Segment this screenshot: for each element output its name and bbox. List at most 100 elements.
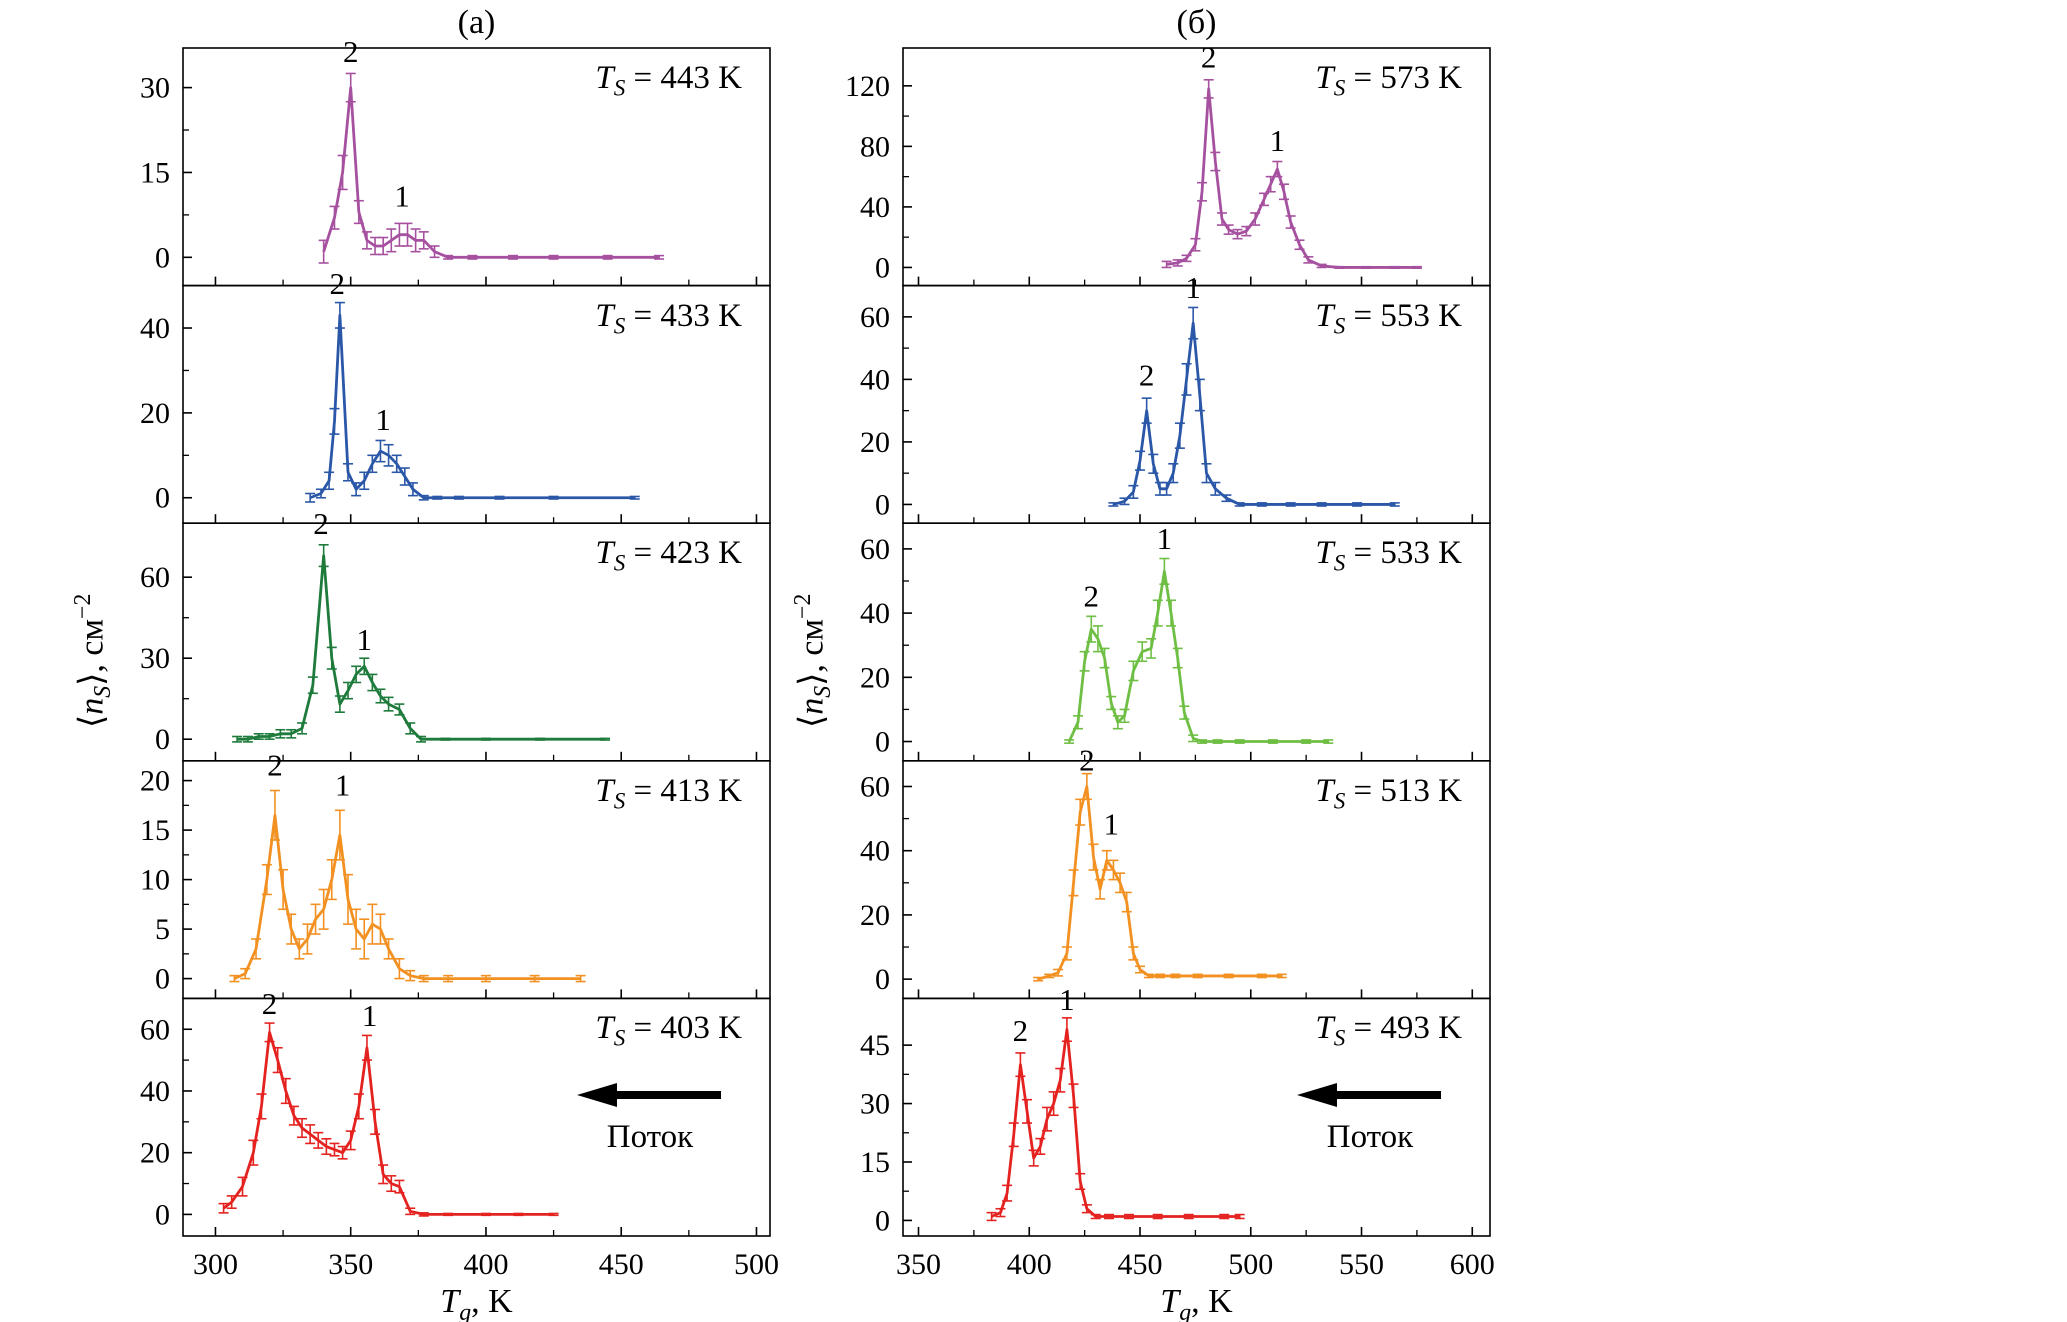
series-line (222, 1030, 554, 1216)
y-tick-label: 40 (860, 597, 890, 630)
column-a: (а) 0 15 30 2 1 0 20 40 2 1 0 30 60 2 1 0 5 10 15 20 2 1 0 20 40… (75, 0, 815, 1322)
y-tick-label: 20 (860, 661, 890, 694)
column-b: (б) 0 40 80 120 2 1 0 20 40 60 2 1 0 20 40 60 2 1 0 20 40 60 2… (795, 0, 1535, 1322)
ts-var: T (1315, 535, 1334, 571)
y-tick-label: 0 (155, 241, 170, 274)
ts-var: T (1315, 1010, 1334, 1046)
peak-label: 1 (356, 622, 372, 657)
ts-var: T (1315, 773, 1334, 809)
series-line (1067, 569, 1329, 743)
y-tick-label: 0 (875, 963, 890, 996)
ts-label-413: TS = 413 K (595, 773, 742, 815)
y-tick-label: 0 (875, 251, 890, 284)
x-tick-label: 500 (734, 1248, 779, 1281)
y-tick-label: 40 (860, 363, 890, 396)
ts-label-433: TS = 433 K (595, 298, 742, 340)
ylabel-sub: S (90, 685, 117, 698)
x-tick-label: 400 (463, 1248, 508, 1281)
x-tick-label: 550 (1339, 1248, 1384, 1281)
peak-label: 1 (375, 402, 391, 437)
peak-label: 1 (362, 998, 378, 1033)
ts-label-533: TS = 533 K (1315, 535, 1462, 577)
y-tick-label: 0 (155, 1198, 170, 1231)
ts-sub: S (613, 549, 626, 576)
flow-label: Поток (1326, 1119, 1414, 1155)
x-tick-label: 350 (896, 1248, 941, 1281)
x-tick-label: 350 (328, 1248, 373, 1281)
ylabel-var: n (73, 697, 111, 715)
xlabel-rest: , K (471, 1283, 513, 1320)
xlabel-sub: g (459, 1299, 472, 1322)
ts-sub: S (1333, 1024, 1346, 1051)
ylabel-open: ⟨ (73, 714, 111, 728)
flow-arrow-icon (1297, 1083, 1441, 1107)
y-tick-label: 45 (860, 1029, 890, 1062)
y-tick-label: 60 (140, 561, 170, 594)
y-tick-label: 30 (860, 1088, 890, 1121)
y-tick-label: 120 (845, 70, 890, 103)
series-line (1113, 321, 1395, 506)
y-tick-label: 40 (140, 312, 170, 345)
x-tick-label: 450 (599, 1248, 644, 1281)
ts-label-513: TS = 513 K (1315, 773, 1462, 815)
panel-border (902, 997, 1491, 1237)
peak-label: 2 (1201, 40, 1217, 75)
ts-sub: S (613, 312, 626, 339)
peak-label: 2 (1013, 1013, 1029, 1048)
ts-var: T (595, 773, 614, 809)
peak-label: 2 (1084, 579, 1100, 614)
y-tick-label: 60 (860, 770, 890, 803)
ts-value: = 403 K (625, 1010, 742, 1046)
ylabel-sup: −2 (70, 593, 96, 619)
ylabel-sup: −2 (790, 593, 816, 619)
peak-label: 2 (1079, 742, 1095, 777)
ts-sub: S (1333, 74, 1346, 101)
column-a-title: (а) (457, 4, 496, 41)
x-tick-label: 450 (1118, 1248, 1163, 1281)
y-tick-label: 60 (140, 1013, 170, 1046)
series-line (1166, 87, 1417, 269)
y-tick-label: 0 (155, 482, 170, 515)
flow-annotation-b: Поток (1285, 1080, 1455, 1156)
ts-var: T (1315, 298, 1334, 334)
ts-value: = 513 K (1345, 773, 1462, 809)
series-line (991, 1028, 1240, 1218)
xlabel-var: T (440, 1283, 460, 1320)
ts-label-553: TS = 553 K (1315, 298, 1462, 340)
chart-svg-b: 0408012021020406021020406021020406021015… (845, 40, 1495, 1281)
peak-label: 2 (329, 266, 345, 301)
ts-value: = 443 K (625, 60, 742, 96)
ts-label-403: TS = 403 K (595, 1010, 742, 1052)
flow-arrow-icon (577, 1083, 721, 1107)
ts-value: = 553 K (1345, 298, 1462, 334)
series-line (322, 86, 660, 259)
ts-label-573: TS = 573 K (1315, 60, 1462, 102)
y-tick-label: 60 (860, 301, 890, 334)
ts-sub: S (613, 787, 626, 814)
y-tick-label: 5 (155, 913, 170, 946)
y-tick-label: 30 (140, 72, 170, 105)
column-b-title: (б) (1176, 4, 1217, 41)
ts-sub: S (613, 74, 626, 101)
ts-value: = 423 K (625, 535, 742, 571)
flow-label: Поток (606, 1119, 694, 1155)
y-axis-label-b: ⟨nS⟩, см−2 (790, 594, 837, 728)
series-line (309, 313, 635, 500)
ts-sub: S (1333, 312, 1346, 339)
y-tick-label: 30 (140, 642, 170, 675)
y-tick-label: 0 (155, 963, 170, 996)
peak-label: 2 (1139, 358, 1155, 393)
ylabel-open: ⟨ (793, 714, 831, 728)
y-tick-label: 15 (140, 814, 170, 847)
y-tick-label: 40 (860, 835, 890, 868)
y-tick-label: 10 (140, 864, 170, 897)
ts-sub: S (1333, 787, 1346, 814)
peak-label: 1 (1059, 982, 1075, 1017)
peak-label: 1 (394, 178, 410, 213)
x-tick-label: 500 (1228, 1248, 1273, 1281)
xlabel-rest: , K (1191, 1283, 1233, 1320)
ts-label-423: TS = 423 K (595, 535, 742, 577)
ts-label-443: TS = 443 K (595, 60, 742, 102)
series-line (233, 813, 581, 980)
